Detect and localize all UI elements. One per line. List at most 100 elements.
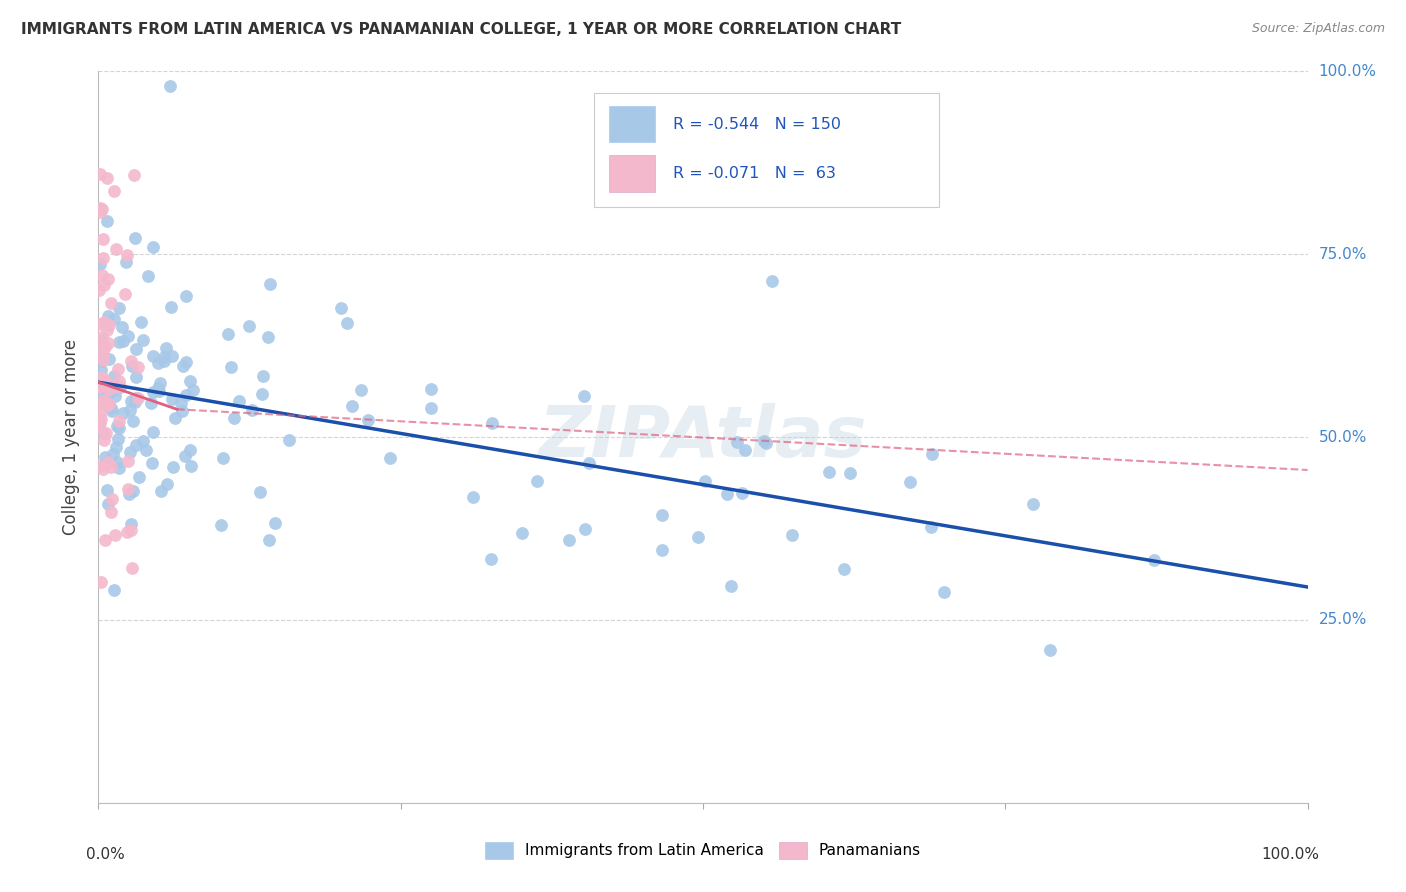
Point: [479, 552, 502, 566]
Point: [257, 330, 280, 344]
Point: [263, 516, 285, 531]
Point: [105, 455, 128, 469]
Point: [124, 395, 146, 409]
Point: [100, 459, 122, 474]
Point: [103, 389, 125, 403]
Point: [898, 475, 921, 489]
Point: [110, 380, 132, 394]
Point: [97, 497, 120, 511]
Point: [128, 470, 150, 484]
Point: [100, 401, 122, 415]
Point: [839, 466, 862, 480]
Point: [90, 412, 112, 426]
Point: [135, 443, 157, 458]
Point: [174, 355, 197, 369]
Point: [105, 243, 128, 257]
Point: [651, 543, 673, 558]
Point: [754, 434, 776, 448]
Point: [170, 404, 193, 418]
Point: [97, 335, 120, 350]
Point: [91, 347, 114, 361]
Point: [132, 434, 155, 448]
Point: [98, 382, 121, 396]
Point: [94, 533, 117, 547]
Point: [818, 465, 841, 479]
Point: [162, 459, 184, 474]
Point: [90, 396, 112, 410]
Point: [91, 330, 114, 344]
Point: [91, 462, 114, 476]
Point: [120, 402, 142, 417]
Point: [91, 268, 114, 282]
Point: [162, 392, 184, 406]
Point: [350, 383, 373, 397]
Point: [97, 272, 120, 286]
Point: [115, 524, 138, 539]
Point: [103, 368, 125, 383]
Point: [174, 289, 197, 303]
Point: [91, 231, 114, 245]
Text: IMMIGRANTS FROM LATIN AMERICA VS PANAMANIAN COLLEGE, 1 YEAR OR MORE CORRELATION : IMMIGRANTS FROM LATIN AMERICA VS PANAMAN…: [21, 22, 901, 37]
Point: [91, 354, 114, 368]
Point: [90, 333, 112, 347]
Point: [105, 440, 128, 454]
Point: [93, 277, 115, 292]
Point: [572, 388, 595, 402]
Point: [89, 386, 111, 401]
Point: [686, 531, 709, 545]
Point: [380, 451, 402, 466]
Point: [132, 334, 155, 348]
Point: [98, 397, 121, 411]
Point: [93, 457, 115, 471]
Point: [250, 386, 273, 401]
Point: [94, 340, 117, 354]
Point: [357, 413, 380, 427]
Point: [219, 360, 242, 375]
Point: [120, 523, 142, 537]
Point: [115, 255, 138, 269]
Point: [148, 384, 170, 399]
Point: [170, 396, 193, 410]
Point: [238, 318, 260, 333]
Point: [97, 454, 120, 468]
Point: [183, 383, 205, 397]
Point: [330, 301, 353, 316]
Point: [228, 393, 250, 408]
Point: [124, 391, 146, 405]
Point: [136, 269, 159, 284]
Point: [107, 461, 129, 475]
Point: [100, 504, 122, 518]
Point: [761, 274, 783, 288]
Point: [920, 519, 942, 533]
Point: [217, 326, 239, 341]
Text: 100.0%: 100.0%: [1261, 847, 1320, 862]
Point: [112, 334, 135, 348]
Point: [120, 393, 142, 408]
Point: [107, 420, 129, 434]
Point: [121, 359, 143, 373]
Point: [114, 287, 136, 301]
Point: [117, 482, 139, 496]
Text: ZIPAtlas: ZIPAtlas: [538, 402, 868, 472]
Point: [103, 582, 125, 597]
Point: [89, 205, 111, 219]
Point: [89, 257, 111, 271]
Text: Source: ZipAtlas.com: Source: ZipAtlas.com: [1251, 22, 1385, 36]
FancyBboxPatch shape: [609, 106, 655, 143]
Point: [155, 341, 177, 355]
Point: [124, 231, 146, 245]
Point: [153, 354, 176, 368]
Point: [108, 374, 131, 388]
Point: [98, 400, 121, 414]
Point: [108, 334, 131, 349]
Point: [1143, 553, 1166, 567]
Point: [224, 410, 246, 425]
Point: [118, 487, 141, 501]
Point: [720, 579, 742, 593]
Point: [122, 414, 145, 428]
Point: [125, 342, 148, 356]
Point: [159, 78, 181, 93]
Text: R = -0.071   N =  63: R = -0.071 N = 63: [672, 166, 835, 181]
Point: [172, 359, 194, 373]
Point: [105, 382, 128, 396]
